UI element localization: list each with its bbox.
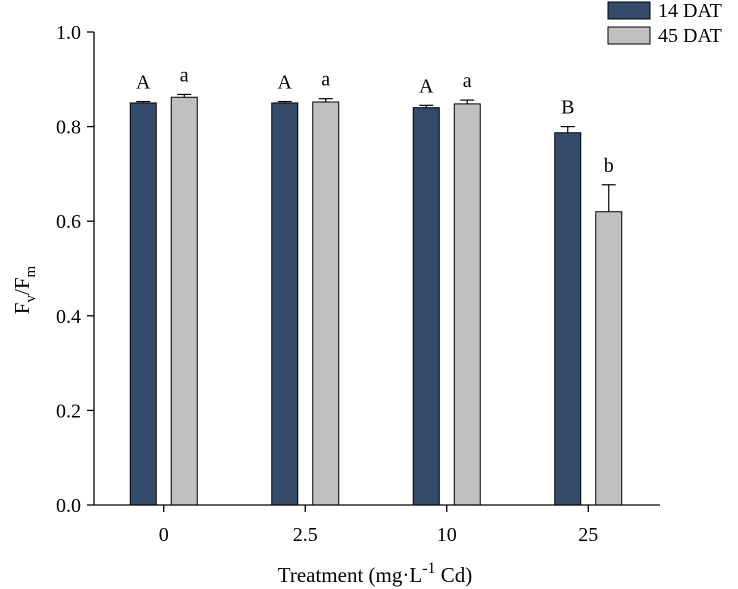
x-ticks-group: 0 2.5 10 25 xyxy=(159,505,598,546)
x-axis-title-sup: -1 xyxy=(422,560,435,577)
bar-45-dat-0 xyxy=(170,96,198,506)
y-axis-title-sep: /F xyxy=(10,277,34,295)
bar-45-dat-2 xyxy=(453,103,481,506)
y-tick-label-3: 0.6 xyxy=(56,211,81,233)
bar-14-dat-1 xyxy=(271,102,299,506)
legend-label-45-dat: 45 DAT xyxy=(658,25,722,47)
error-bars-group xyxy=(136,93,616,212)
significance-letter-0-1: A xyxy=(278,72,293,94)
y-ticks-group: 0.0 0.2 0.4 0.6 0.8 1.0 xyxy=(56,22,94,517)
legend-swatch-45-dat xyxy=(607,26,651,45)
y-axis-title-main: F xyxy=(10,303,34,315)
x-axis-title: Treatment (mg·L-1 Cd) xyxy=(278,560,473,587)
x-tick-label-3: 25 xyxy=(578,524,598,546)
y-tick-label-5: 1.0 xyxy=(56,22,81,44)
legend-swatch-14-dat xyxy=(607,1,651,20)
bars-group xyxy=(129,96,623,506)
legend-label-14-dat: 14 DAT xyxy=(658,0,722,22)
significance-letter-0-2: A xyxy=(419,75,434,97)
bar-14-dat-2 xyxy=(412,107,440,506)
y-tick-label-1: 0.2 xyxy=(56,400,81,422)
significance-letter-0-3: B xyxy=(561,97,574,119)
x-tick-label-0: 0 xyxy=(159,524,169,546)
x-tick-label-2: 10 xyxy=(437,524,457,546)
x-tick-label-1: 2.5 xyxy=(293,524,318,546)
y-tick-label-2: 0.4 xyxy=(56,306,81,328)
significance-letter-1-2: a xyxy=(463,70,472,92)
bar-14-dat-0 xyxy=(129,102,157,506)
bar-45-dat-1 xyxy=(312,101,340,506)
x-axis-title-main: Treatment (mg·L xyxy=(278,563,422,587)
significance-letter-1-1: a xyxy=(321,69,330,91)
y-axis-title-sub2: m xyxy=(23,265,39,277)
significance-letter-1-3: b xyxy=(604,155,614,177)
y-axis-title: Fv/Fm xyxy=(10,265,39,314)
significance-letter-0-0: A xyxy=(136,72,151,94)
y-tick-label-4: 0.8 xyxy=(56,117,81,139)
significance-letter-1-0: a xyxy=(180,64,189,86)
bar-14-dat-3 xyxy=(554,132,582,506)
y-tick-label-0: 0.0 xyxy=(56,495,81,517)
legend: 14 DAT 45 DAT xyxy=(607,0,722,47)
x-axis-title-tail: Cd) xyxy=(436,563,473,587)
bar-45-dat-3 xyxy=(595,211,623,506)
y-axis-title-sub1: v xyxy=(23,295,39,303)
